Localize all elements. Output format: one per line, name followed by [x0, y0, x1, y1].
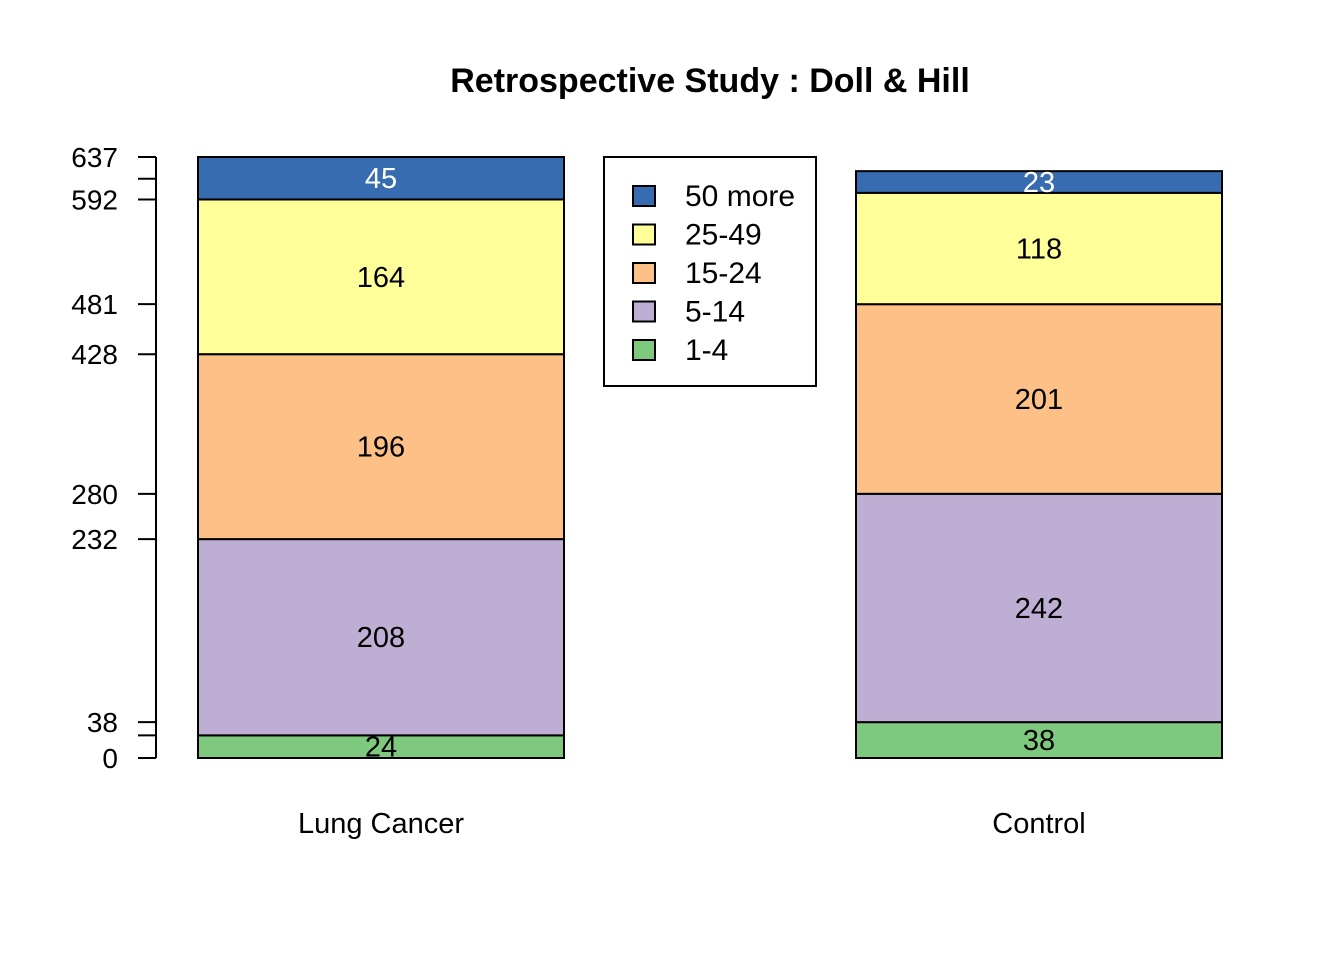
data-label: 38 — [1023, 725, 1055, 757]
y-tick-label: 232 — [71, 524, 118, 555]
data-label: 242 — [1015, 593, 1063, 625]
data-label: 118 — [1016, 234, 1062, 266]
y-axis: 0 38 232 280 428 481 592 637 — [71, 142, 157, 774]
legend-label: 1-4 — [685, 334, 728, 367]
legend-label: 50 more — [685, 180, 795, 213]
legend-label: 5-14 — [685, 296, 745, 329]
legend-label: 15-24 — [685, 257, 762, 290]
bar-segment — [855, 303, 1223, 495]
y-tick-label: 280 — [71, 479, 118, 510]
data-label: 23 — [1023, 167, 1055, 199]
data-label: 164 — [357, 262, 405, 294]
category-labels: Lung Cancer Control — [298, 808, 1086, 840]
bar-segment — [197, 156, 565, 201]
bar-segment — [855, 492, 1223, 724]
legend-swatch — [632, 223, 656, 246]
bar-segment — [855, 191, 1223, 306]
bar-segment — [197, 198, 565, 356]
y-tick-label: 428 — [71, 339, 118, 370]
x-tick-label: Lung Cancer — [298, 808, 464, 840]
legend-swatch — [632, 300, 656, 323]
y-tick-label: 481 — [71, 289, 118, 320]
legend-label: 25-49 — [685, 219, 762, 252]
legend-swatch — [632, 339, 656, 361]
stacked-bars: 24 208 196 164 45 38 242 201 118 23 — [197, 156, 1223, 764]
y-tick-label: 0 — [102, 743, 118, 774]
y-tick-label: 592 — [71, 184, 118, 215]
legend-swatch — [632, 262, 656, 284]
data-label: 201 — [1015, 384, 1063, 416]
data-label: 208 — [357, 622, 405, 654]
bar-segment — [855, 721, 1223, 760]
data-label: 196 — [357, 432, 405, 464]
data-label: 24 — [365, 732, 397, 764]
y-tick-label: 38 — [87, 707, 118, 738]
legend: 50 more 25-49 15-24 5-14 1-4 — [603, 156, 817, 387]
chart-title: Retrospective Study : Doll & Hill — [450, 62, 970, 100]
y-tick-label: 637 — [71, 142, 118, 173]
data-label: 45 — [365, 163, 397, 195]
bar-segment — [197, 353, 565, 541]
bar-segment — [855, 170, 1223, 194]
legend-swatch — [632, 185, 656, 207]
x-tick-label: Control — [992, 808, 1086, 840]
bar-segment — [197, 538, 565, 737]
